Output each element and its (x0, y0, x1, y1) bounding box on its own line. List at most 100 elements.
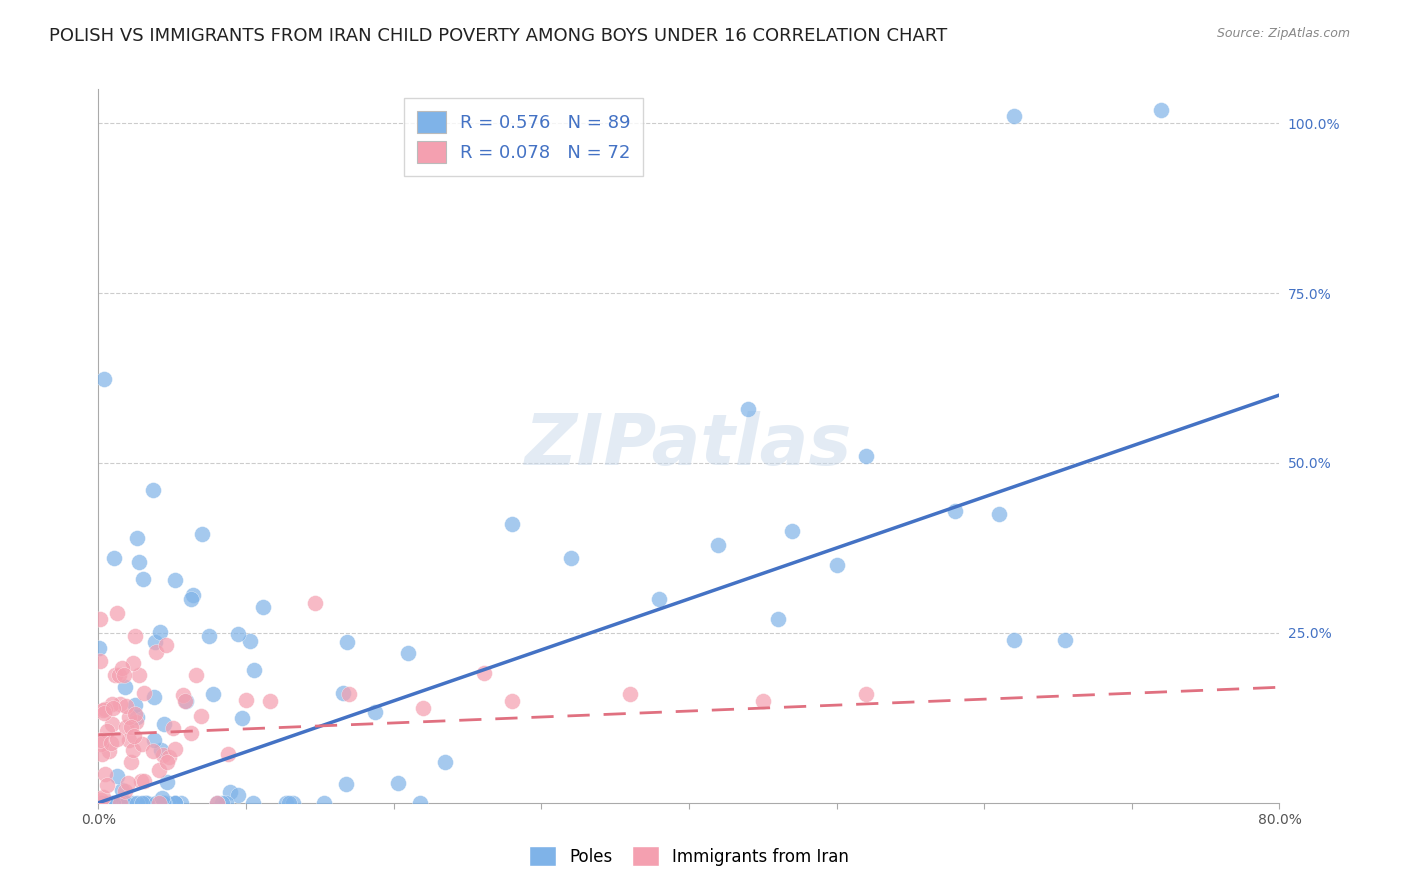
Point (150, 796, 173, 810)
Point (162, 721, 184, 735)
Point (111, 783, 134, 797)
Point (94, 702, 117, 716)
Point (101, 716, 124, 731)
Point (501, 517, 523, 532)
Point (148, 763, 170, 777)
Point (103, 796, 125, 810)
Point (218, 785, 240, 799)
Point (108, 796, 131, 810)
Point (149, 796, 172, 810)
Point (150, 791, 173, 805)
Point (169, 796, 191, 810)
Point (737, 401, 759, 416)
Point (112, 796, 135, 810)
Point (101, 700, 124, 714)
Point (87, 641, 110, 656)
Point (172, 688, 194, 702)
Point (131, 737, 153, 751)
Point (127, 709, 149, 723)
Point (180, 592, 202, 607)
Point (198, 629, 221, 643)
Point (90, 747, 112, 762)
Point (135, 796, 157, 810)
Point (825, 558, 848, 572)
Point (155, 796, 177, 810)
Point (707, 537, 730, 551)
Point (100, 735, 122, 749)
Point (205, 796, 228, 810)
Point (89, 612, 111, 626)
Point (135, 796, 157, 810)
Point (165, 796, 187, 810)
Point (101, 796, 124, 810)
Point (855, 449, 877, 463)
Point (339, 687, 361, 701)
Point (105, 770, 128, 784)
Point (118, 710, 141, 724)
Point (163, 796, 186, 810)
Point (163, 573, 186, 587)
Point (125, 715, 148, 730)
Point (1150, 103, 1173, 117)
Point (752, 694, 775, 708)
Text: Source: ZipAtlas.com: Source: ZipAtlas.com (1216, 27, 1350, 40)
Point (174, 694, 197, 708)
Point (165, 742, 187, 756)
Point (90, 737, 112, 751)
Point (128, 667, 150, 681)
Point (226, 788, 249, 802)
Point (855, 687, 877, 701)
Point (276, 796, 298, 810)
Point (157, 749, 180, 764)
Point (143, 635, 166, 649)
Point (105, 606, 128, 620)
Point (153, 796, 176, 810)
Point (98, 744, 121, 758)
Point (217, 747, 239, 761)
Point (142, 733, 165, 747)
Point (122, 742, 145, 756)
Point (108, 697, 131, 711)
Point (108, 796, 131, 810)
Point (142, 744, 165, 758)
Point (121, 796, 143, 810)
Point (766, 612, 789, 626)
Point (124, 707, 146, 722)
Point (122, 729, 145, 743)
Point (988, 507, 1011, 521)
Point (115, 721, 138, 735)
Point (132, 773, 155, 788)
Point (152, 796, 174, 810)
Point (125, 531, 148, 545)
Point (231, 711, 253, 725)
Point (396, 646, 419, 660)
Point (145, 796, 167, 810)
Point (205, 796, 228, 810)
Point (332, 686, 354, 700)
Point (91, 790, 114, 805)
Point (131, 796, 153, 810)
Point (1002, 632, 1025, 647)
Point (148, 796, 170, 810)
Point (184, 668, 207, 682)
Point (89, 654, 111, 668)
Point (336, 634, 359, 648)
Point (142, 483, 165, 497)
Point (90, 793, 112, 807)
Point (91, 703, 114, 717)
Point (152, 717, 174, 731)
Point (648, 591, 671, 606)
Point (433, 756, 456, 770)
Text: ZIPatlas: ZIPatlas (526, 411, 852, 481)
Point (943, 503, 966, 517)
Point (97, 796, 120, 810)
Point (117, 775, 139, 789)
Point (114, 699, 136, 714)
Point (472, 665, 495, 680)
Point (132, 572, 155, 586)
Point (364, 705, 387, 719)
Point (149, 625, 172, 640)
Point (115, 796, 138, 810)
Point (93, 706, 115, 720)
Point (174, 694, 197, 708)
